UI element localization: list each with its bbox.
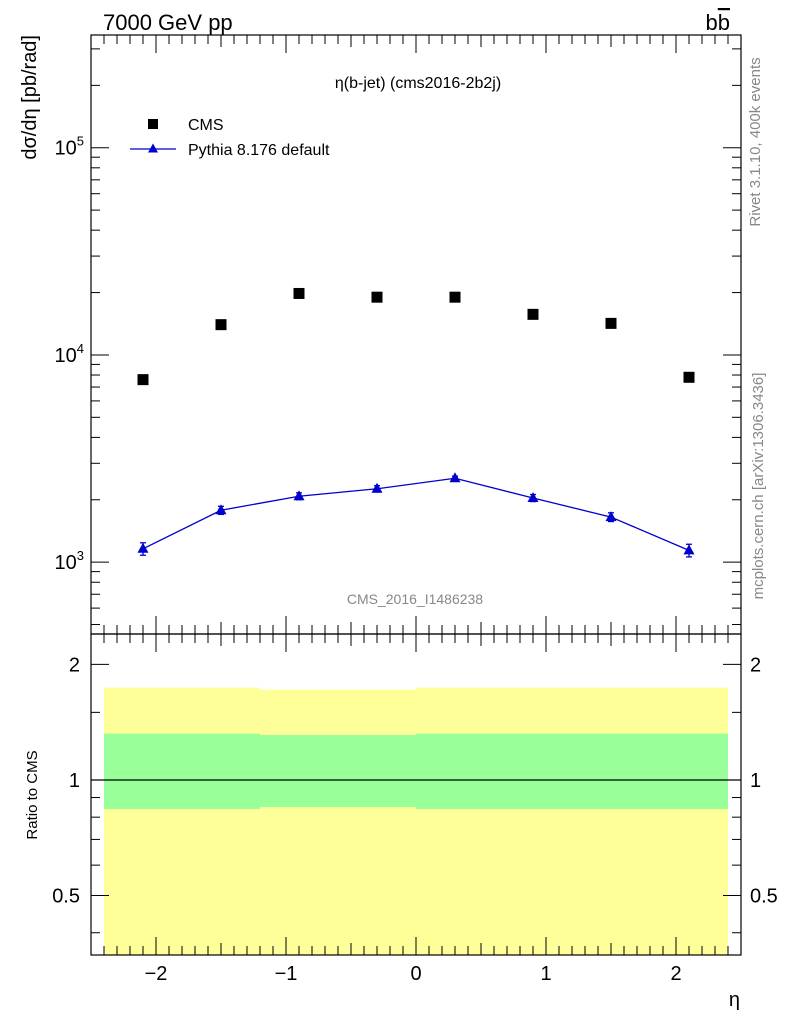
main-axis-ticks	[90, 35, 742, 634]
main-y-tick-label-exponent: 4	[77, 341, 84, 356]
legend: CMS Pythia 8.176 default	[130, 117, 330, 159]
header-energy-label: 7000 GeV pp	[103, 10, 233, 35]
main-y-tick-label-exponent: 3	[77, 548, 84, 563]
cms-data-point	[605, 317, 617, 329]
ratio-outer-band-lower	[416, 844, 572, 955]
main-y-tick-label: 103	[55, 548, 84, 574]
main-y-tick-label: 104	[55, 341, 84, 367]
ratio-y-tick-label-right: 2	[750, 654, 761, 676]
ratio-inner-band	[104, 733, 260, 810]
rivet-label: Rivet 3.1.10, 400k events	[747, 57, 764, 226]
pythia-data-point	[527, 491, 539, 502]
ratio-y-tick-label-left: 0.5	[52, 886, 80, 908]
ratio-tick-labels: 0.5 0.5 1 1 2 2 −2 −1 0 1 2	[52, 654, 778, 985]
pythia-data-point	[293, 490, 305, 501]
header-process-bar: b	[718, 10, 730, 35]
pythia-data-point	[371, 482, 383, 493]
ratio-y-tick-label-right: 0.5	[750, 886, 778, 908]
ratio-outer-band-lower	[104, 844, 260, 955]
cms-data-point	[215, 319, 227, 331]
main-series	[137, 287, 695, 558]
ratio-plot-frame	[90, 633, 742, 956]
ratio-outer-band-lower	[572, 844, 728, 955]
legend-cms-label: CMS	[188, 117, 224, 134]
x-tick-label: 0	[410, 963, 421, 985]
legend-pythia-label: Pythia 8.176 default	[188, 142, 330, 159]
x-axis-label: η	[729, 989, 740, 1011]
ratio-y-tick-label-left: 2	[69, 654, 80, 676]
ratio-plot-panel: 0.5 0.5 1 1 2 2 −2 −1 0 1 2 Ratio to CMS η	[24, 633, 778, 1011]
header-process-base: b	[706, 10, 718, 35]
pythia-data-point	[449, 472, 461, 483]
legend-pythia-marker	[148, 143, 158, 153]
ratio-outer-band-lower	[260, 841, 416, 955]
x-tick-label: 1	[540, 963, 551, 985]
main-y-axis-label: dσ/dη [pb/rad]	[19, 35, 41, 160]
ratio-inner-band	[572, 733, 728, 810]
ratio-inner-band	[260, 734, 416, 808]
legend-cms-marker	[148, 119, 158, 129]
cms-data-point	[683, 371, 695, 383]
cms-data-point	[449, 291, 461, 303]
cms-data-point	[527, 308, 539, 320]
cms-data-point	[137, 374, 149, 386]
main-plot-panel: CMS_2016_I1486238 η(b-jet) (cms2016-2b2j…	[19, 34, 742, 635]
main-y-tick-label-exponent: 5	[77, 134, 84, 149]
pythia-data-point	[215, 504, 227, 515]
watermark: CMS_2016_I1486238	[347, 591, 483, 607]
main-y-tick-label-base: 10	[55, 345, 77, 367]
pythia-data-point	[683, 544, 695, 555]
ratio-y-axis-label: Ratio to CMS	[24, 750, 41, 839]
cms-data-point	[371, 291, 383, 303]
ratio-uncertainty-bands	[104, 687, 728, 955]
x-tick-label: 2	[670, 963, 681, 985]
ratio-y-tick-label-right: 1	[750, 770, 761, 792]
pythia-data-point	[605, 511, 617, 522]
main-y-tick-label: 105	[55, 134, 84, 160]
header-process-label: bb	[706, 10, 731, 35]
x-tick-label: −1	[275, 963, 298, 985]
mcplots-label: mcplots.cern.ch [arXiv:1306.3436]	[750, 373, 767, 600]
x-tick-label: −2	[145, 963, 168, 985]
cms-data-point	[293, 287, 305, 299]
pythia-line	[142, 477, 690, 551]
main-plot-title: η(b-jet) (cms2016-2b2j)	[335, 75, 501, 92]
ratio-inner-band	[416, 733, 572, 810]
ratio-axis-ticks	[90, 634, 742, 955]
main-y-tick-label-base: 10	[55, 552, 77, 574]
main-y-tick-label-base: 10	[55, 138, 77, 160]
ratio-y-tick-label-left: 1	[69, 770, 80, 792]
pythia-data-point	[137, 542, 149, 553]
